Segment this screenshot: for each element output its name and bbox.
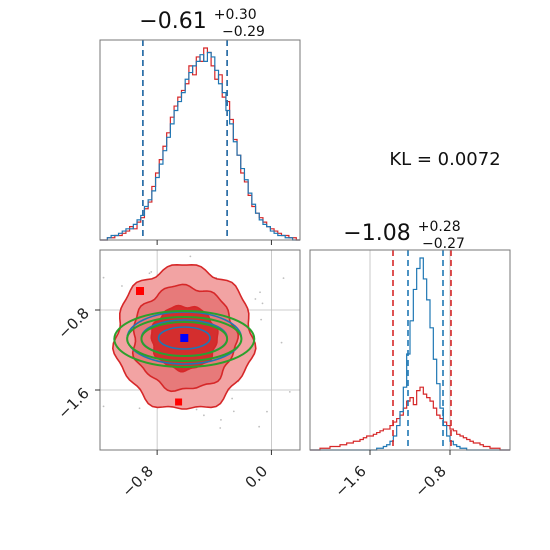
title-param1: −0.61 +0.30: [139, 7, 256, 34]
joint-sample-point: [102, 405, 105, 408]
histogram-frame-param2: [309, 249, 511, 451]
joint-frame: [99, 249, 301, 451]
hist2-series-red: [310, 386, 510, 451]
title-param2: −1.08 +0.28: [343, 219, 460, 246]
kl-annotation: KL = 0.0072: [389, 149, 500, 170]
joint-ytick-label-1: −1.6: [54, 384, 92, 422]
joint-sample-point: [148, 272, 151, 275]
title-param2-median: −1.08: [343, 221, 410, 246]
joint-sample-point: [232, 410, 235, 413]
title-param1-upper: +0.30: [214, 7, 257, 23]
hist2-series-blue: [310, 257, 510, 451]
joint-sample-point: [280, 341, 283, 344]
joint-sample-point: [288, 390, 291, 393]
joint-marker-0: [180, 334, 189, 342]
title-param2-lower: −0.27: [422, 236, 465, 252]
histogram-panel-param2: −1.6 −0.8 −1.08 +0.28 −0.27: [309, 219, 511, 501]
histogram-panel-param1: −0.61 +0.30 −0.29: [99, 7, 301, 245]
joint-sample-point: [350, 353, 352, 355]
joint-sample-point: [220, 418, 222, 421]
hist2-xtick-label-1: −0.8: [411, 462, 449, 500]
joint-sample-point: [121, 285, 123, 287]
joint-sample-point: [150, 271, 153, 273]
joint-marker-1: [136, 287, 144, 295]
joint-green-contour-2: [140, 321, 229, 357]
joint-sample-point: [254, 298, 257, 300]
joint-sample-point: [259, 291, 261, 294]
joint-sample-point: [219, 427, 222, 429]
joint-sample-point: [95, 454, 97, 456]
joint-sample-point: [260, 318, 263, 321]
joint-sample-point: [261, 302, 264, 305]
title-param2-upper: +0.28: [418, 219, 461, 235]
hist1-series-blue: [100, 51, 300, 241]
joint-marker-2: [175, 398, 183, 406]
joint-sample-point: [282, 277, 285, 280]
joint-sample-point: [266, 410, 268, 413]
joint-sample-point: [189, 255, 192, 258]
title-param1-lower: −0.29: [222, 24, 265, 40]
joint-blue-contour-2: [157, 326, 211, 350]
joint-sample-point: [138, 407, 141, 410]
title-param1-median: −0.61: [139, 9, 206, 34]
joint-ytick-label-0: −0.8: [54, 304, 92, 342]
joint-sample-point: [195, 408, 198, 411]
histogram-frame-param1: [99, 39, 301, 241]
joint-contour-panel: −0.8 0.0 −0.8 −1.6: [54, 249, 352, 501]
joint-green-contour-1: [126, 316, 243, 362]
hist2-xtick-label-0: −1.6: [331, 462, 369, 500]
joint-sample-point: [161, 469, 163, 471]
joint-xtick-label-0: −0.8: [118, 462, 156, 500]
joint-sample-point: [202, 414, 205, 417]
joint-sample-point: [102, 276, 105, 279]
joint-green-contour-0: [113, 310, 256, 368]
joint-sample-point: [258, 425, 261, 428]
hist1-series-red: [100, 47, 300, 241]
joint-xtick-label-1: 0.0: [242, 462, 272, 492]
joint-sample-point: [231, 397, 234, 400]
